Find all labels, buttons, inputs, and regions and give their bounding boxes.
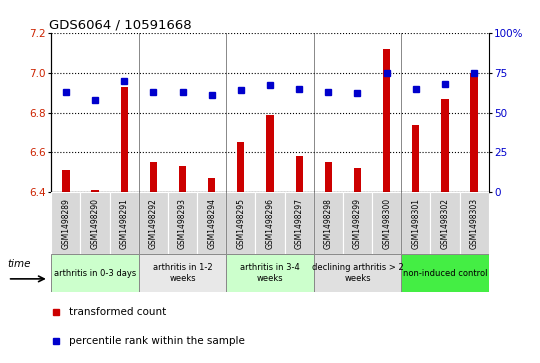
Text: GDS6064 / 10591668: GDS6064 / 10591668 [49, 19, 192, 32]
Text: declining arthritis > 2
weeks: declining arthritis > 2 weeks [312, 264, 403, 283]
Text: GSM1498299: GSM1498299 [353, 198, 362, 249]
Text: GSM1498290: GSM1498290 [91, 198, 99, 249]
Text: GSM1498293: GSM1498293 [178, 198, 187, 249]
Bar [441, 99, 449, 192]
Text: percentile rank within the sample: percentile rank within the sample [69, 336, 245, 346]
Bar [470, 73, 478, 192]
Text: transformed count: transformed count [69, 307, 166, 317]
Bar [266, 115, 274, 192]
Text: GSM1498294: GSM1498294 [207, 198, 216, 249]
FancyBboxPatch shape [401, 254, 489, 292]
FancyBboxPatch shape [226, 254, 314, 292]
Bar [295, 156, 303, 192]
Text: arthritis in 1-2
weeks: arthritis in 1-2 weeks [153, 264, 212, 283]
Bar [237, 143, 245, 192]
FancyBboxPatch shape [460, 192, 489, 254]
FancyBboxPatch shape [51, 254, 139, 292]
Bar [62, 171, 70, 192]
FancyBboxPatch shape [197, 192, 226, 254]
Text: GSM1498302: GSM1498302 [441, 198, 449, 249]
FancyBboxPatch shape [255, 192, 285, 254]
Text: GSM1498303: GSM1498303 [470, 198, 478, 249]
Text: non-induced control: non-induced control [403, 269, 487, 278]
FancyBboxPatch shape [139, 254, 226, 292]
FancyBboxPatch shape [110, 192, 139, 254]
Bar [179, 167, 186, 192]
Bar [120, 87, 128, 192]
FancyBboxPatch shape [168, 192, 197, 254]
FancyBboxPatch shape [51, 192, 80, 254]
Bar [208, 179, 215, 192]
Text: GSM1498300: GSM1498300 [382, 198, 391, 249]
FancyBboxPatch shape [80, 192, 110, 254]
Text: time: time [8, 258, 31, 269]
Bar [325, 163, 332, 192]
Text: GSM1498296: GSM1498296 [266, 198, 274, 249]
Text: arthritis in 3-4
weeks: arthritis in 3-4 weeks [240, 264, 300, 283]
FancyBboxPatch shape [401, 192, 430, 254]
Text: GSM1498292: GSM1498292 [149, 198, 158, 249]
Text: GSM1498289: GSM1498289 [62, 198, 70, 249]
FancyBboxPatch shape [372, 192, 401, 254]
Text: arthritis in 0-3 days: arthritis in 0-3 days [54, 269, 136, 278]
FancyBboxPatch shape [314, 254, 401, 292]
Bar [91, 191, 99, 192]
Text: GSM1498291: GSM1498291 [120, 198, 129, 249]
FancyBboxPatch shape [226, 192, 255, 254]
FancyBboxPatch shape [343, 192, 372, 254]
Bar [354, 168, 361, 192]
Bar [412, 125, 420, 192]
FancyBboxPatch shape [285, 192, 314, 254]
FancyBboxPatch shape [139, 192, 168, 254]
Text: GSM1498297: GSM1498297 [295, 198, 303, 249]
Text: GSM1498298: GSM1498298 [324, 198, 333, 249]
Bar [383, 49, 390, 192]
Bar [150, 163, 157, 192]
Text: GSM1498295: GSM1498295 [237, 198, 245, 249]
FancyBboxPatch shape [314, 192, 343, 254]
FancyBboxPatch shape [430, 192, 460, 254]
Text: GSM1498301: GSM1498301 [411, 198, 420, 249]
